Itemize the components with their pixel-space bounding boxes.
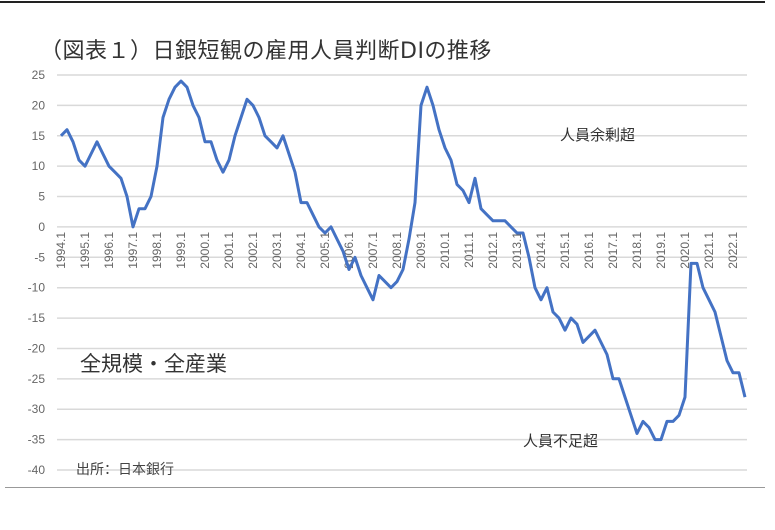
x-tick-label: 2022.1 <box>726 232 740 269</box>
y-tick-label: -25 <box>28 372 46 386</box>
y-tick-label: 10 <box>32 159 46 173</box>
y-axis-ticks: 25 20 15 10 5 0 -5 -10 -15 -20 -25 -30 -35 -40 <box>28 68 46 477</box>
y-tick-label: 25 <box>32 68 46 82</box>
y-tick-label: -30 <box>28 402 46 416</box>
x-tick-label: 2010.1 <box>438 232 452 269</box>
chart-title: （図表１）日銀短観の雇用人員判断DIの推移 <box>40 39 492 64</box>
y-tick-label: 5 <box>38 190 45 204</box>
x-tick-label: 1994.1 <box>54 232 68 269</box>
x-tick-label: 2016.1 <box>582 232 596 269</box>
x-tick-label: 2003.1 <box>270 232 284 269</box>
y-tick-label: 20 <box>32 98 46 112</box>
x-tick-label: 2015.1 <box>558 232 572 269</box>
annotation-surplus: 人員余剰超 <box>560 126 636 144</box>
annotation-shortage: 人員不足超 <box>523 432 599 450</box>
x-tick-label: 1998.1 <box>150 232 164 269</box>
x-tick-label: 2021.1 <box>702 232 716 269</box>
y-tick-label: -15 <box>28 311 46 325</box>
x-axis-ticks: 1994.1 1995.1 1996.1 1997.1 1998.1 1999.1 2000… <box>54 232 740 269</box>
x-tick-label: 2013.1 <box>510 232 524 269</box>
y-tick-label: -5 <box>34 250 45 264</box>
x-tick-label: 2011.1 <box>462 232 476 268</box>
y-tick-label: 15 <box>32 129 46 143</box>
bottom-rule <box>5 487 765 488</box>
gridlines <box>57 74 747 471</box>
x-tick-label: 2017.1 <box>606 232 620 269</box>
x-tick-label: 2018.1 <box>630 232 644 269</box>
y-tick-label: 0 <box>38 220 45 234</box>
x-tick-label: 1999.1 <box>174 232 188 269</box>
source-note: 出所：日本銀行 <box>76 462 174 478</box>
x-tick-label: 2004.1 <box>294 232 308 269</box>
y-tick-label: -35 <box>28 433 46 447</box>
y-tick-label: -20 <box>28 341 46 355</box>
x-tick-label: 1997.1 <box>126 232 140 269</box>
x-tick-label: 2014.1 <box>534 232 548 269</box>
x-tick-label: 2019.1 <box>654 232 668 269</box>
x-tick-label: 1996.1 <box>102 232 116 269</box>
y-tick-label: -40 <box>28 463 46 477</box>
x-tick-label: 2005.1 <box>318 232 332 269</box>
top-rule <box>0 1 765 3</box>
y-tick-label: -10 <box>28 281 46 295</box>
x-tick-label: 2002.1 <box>246 232 260 269</box>
x-tick-label: 2007.1 <box>366 232 380 269</box>
x-tick-label: 2008.1 <box>390 232 404 269</box>
annotation-scope: 全規模・全産業 <box>80 352 227 376</box>
x-tick-label: 2020.1 <box>678 232 692 269</box>
x-tick-label: 2009.1 <box>414 232 428 269</box>
x-tick-label: 1995.1 <box>78 232 92 269</box>
series-group <box>59 79 747 442</box>
x-tick-label: 2000.1 <box>198 232 212 269</box>
x-tick-label: 2012.1 <box>486 232 500 269</box>
x-tick-label: 2001.1 <box>222 232 236 269</box>
